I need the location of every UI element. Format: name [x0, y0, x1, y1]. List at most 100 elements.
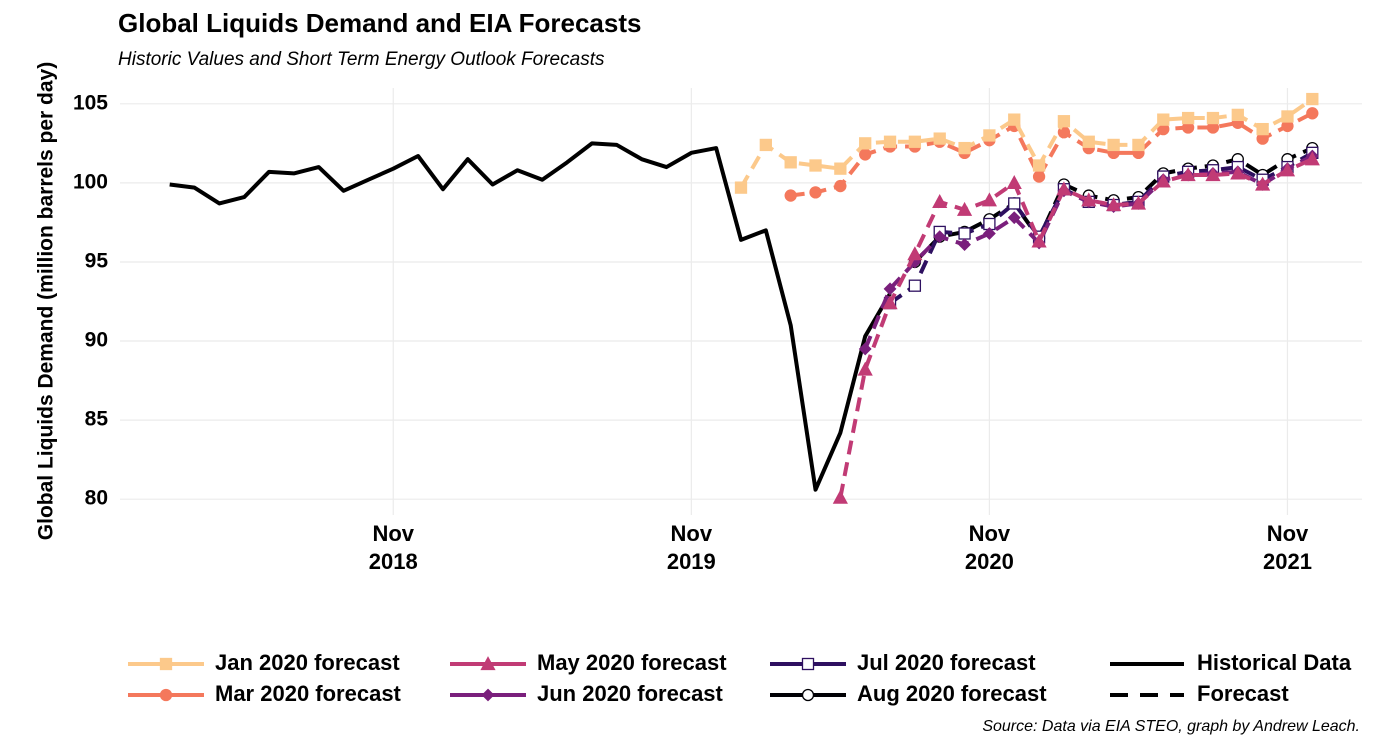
marker: [801, 688, 815, 702]
legend-label: Forecast: [1197, 681, 1289, 706]
marker: [832, 489, 848, 504]
marker: [857, 361, 873, 376]
marker: [1256, 122, 1269, 136]
marker: [1130, 195, 1147, 210]
marker: [159, 657, 173, 671]
marker: [481, 688, 495, 702]
marker: [1181, 111, 1195, 125]
marker: [1032, 159, 1046, 172]
marker: [1107, 138, 1120, 152]
x-tick-label: Nov 2019: [666, 521, 716, 574]
marker: [883, 282, 897, 296]
marker: [882, 295, 898, 310]
marker: [883, 135, 897, 148]
marker: [1206, 111, 1220, 125]
y-axis-label: Global Liquids Demand (million barrels p…: [35, 62, 58, 540]
marker: [1106, 197, 1122, 212]
marker: [834, 162, 847, 175]
x-tick-label: Nov 2020: [964, 521, 1014, 574]
marker: [933, 230, 947, 244]
marker: [908, 279, 922, 292]
marker: [1007, 211, 1021, 225]
y-tick-label: 100: [73, 170, 108, 193]
marker: [956, 201, 973, 216]
marker: [1231, 108, 1244, 122]
marker: [1031, 233, 1047, 248]
y-tick-label: 85: [85, 408, 109, 431]
marker: [859, 137, 872, 150]
marker: [1157, 113, 1170, 126]
legend-label: Historical Data: [1197, 650, 1352, 675]
legend-label: Jul 2020 forecast: [857, 650, 1036, 675]
legend-label: Jun 2020 forecast: [537, 681, 724, 706]
marker: [809, 186, 822, 199]
marker: [480, 656, 496, 671]
marker: [734, 181, 748, 194]
marker: [159, 688, 173, 702]
legend-item: Aug 2020 forecast: [770, 681, 1047, 706]
marker: [982, 227, 996, 240]
legend-item: Forecast: [1110, 681, 1289, 706]
marker: [1281, 110, 1294, 123]
marker: [1304, 151, 1320, 166]
marker: [1180, 167, 1196, 182]
y-tick-label: 80: [85, 487, 108, 510]
chart-title: Global Liquids Demand and EIA Forecasts: [118, 8, 641, 38]
marker: [1008, 113, 1021, 126]
marker: [958, 141, 971, 155]
x-tick-label: Nov 2018: [368, 521, 418, 574]
marker: [1008, 197, 1021, 210]
legend-item: Jun 2020 forecast: [450, 681, 724, 706]
legend-item: Historical Data: [1110, 650, 1352, 675]
legend-item: May 2020 forecast: [450, 650, 727, 675]
y-tick-label: 95: [85, 250, 109, 273]
marker: [958, 227, 971, 240]
marker: [1279, 162, 1296, 177]
caption: Source: Data via EIA STEO, graph by Andr…: [982, 718, 1360, 735]
marker: [1306, 107, 1319, 120]
y-tick-label: 105: [73, 91, 108, 114]
marker: [1082, 135, 1095, 148]
marker: [1306, 92, 1319, 106]
marker: [1032, 170, 1046, 183]
marker: [1155, 173, 1171, 188]
marker: [932, 194, 948, 209]
series-line: [790, 111, 1314, 198]
legend-label: May 2020 forecast: [537, 650, 727, 675]
chart-subtitle: Historic Values and Short Term Energy Ou…: [118, 49, 605, 70]
marker: [759, 138, 772, 152]
marker: [1205, 167, 1221, 182]
marker: [981, 192, 997, 207]
marker: [834, 179, 847, 193]
legend-label: Jan 2020 forecast: [215, 650, 400, 675]
marker: [1132, 138, 1145, 152]
marker: [1081, 192, 1097, 207]
marker: [1255, 176, 1271, 191]
marker: [1056, 181, 1072, 196]
marker: [859, 148, 872, 161]
series-line: [838, 157, 1314, 498]
legend-label: Mar 2020 forecast: [215, 681, 402, 706]
marker: [784, 156, 797, 169]
legend-label: Aug 2020 forecast: [857, 681, 1047, 706]
marker: [801, 657, 815, 671]
x-tick-label: Nov 2021: [1262, 521, 1312, 574]
marker: [1006, 175, 1022, 190]
marker: [933, 132, 946, 145]
marker: [809, 159, 822, 172]
legend-item: Mar 2020 forecast: [128, 681, 402, 706]
historical-line: [169, 141, 892, 492]
legend-item: Jul 2020 forecast: [770, 650, 1036, 675]
y-tick-label: 90: [85, 329, 108, 352]
marker: [908, 135, 922, 148]
marker: [1230, 165, 1246, 180]
marker: [983, 129, 996, 142]
marker: [907, 246, 923, 261]
legend-item: Jan 2020 forecast: [128, 650, 400, 675]
marker: [958, 238, 971, 251]
marker: [1057, 115, 1071, 128]
marker: [858, 342, 872, 356]
marker: [784, 189, 797, 202]
